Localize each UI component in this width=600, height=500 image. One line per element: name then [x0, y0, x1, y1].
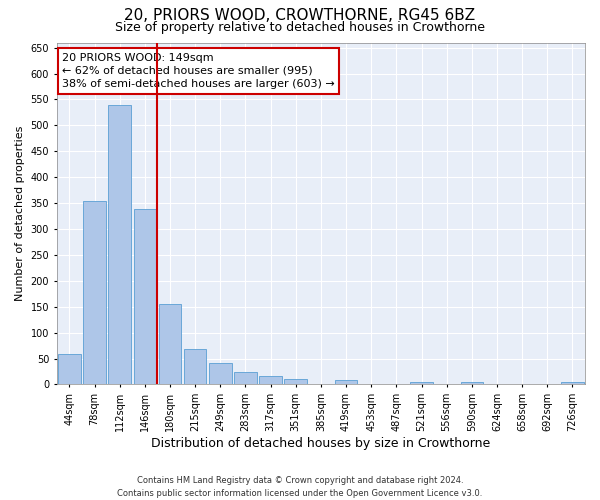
Y-axis label: Number of detached properties: Number of detached properties	[15, 126, 25, 301]
Bar	[209, 362, 232, 384]
Bar	[134, 210, 156, 384]
Bar	[83, 200, 106, 384]
Text: 20, PRIORS WOOD, CROWTHORNE, RG45 6BZ: 20, PRIORS WOOD, CROWTHORNE, RG45 6BZ	[124, 8, 476, 22]
Bar	[335, 380, 358, 384]
Bar	[184, 349, 206, 384]
Bar	[284, 379, 307, 384]
Bar	[410, 382, 433, 384]
Bar	[58, 354, 81, 384]
Text: 20 PRIORS WOOD: 149sqm
← 62% of detached houses are smaller (995)
38% of semi-de: 20 PRIORS WOOD: 149sqm ← 62% of detached…	[62, 53, 335, 89]
Text: Contains HM Land Registry data © Crown copyright and database right 2024.
Contai: Contains HM Land Registry data © Crown c…	[118, 476, 482, 498]
Bar	[561, 382, 584, 384]
Text: Size of property relative to detached houses in Crowthorne: Size of property relative to detached ho…	[115, 21, 485, 34]
Bar	[461, 382, 483, 384]
Bar	[234, 372, 257, 384]
Bar	[158, 304, 181, 384]
Bar	[109, 104, 131, 384]
X-axis label: Distribution of detached houses by size in Crowthorne: Distribution of detached houses by size …	[151, 437, 491, 450]
Bar	[259, 376, 282, 384]
